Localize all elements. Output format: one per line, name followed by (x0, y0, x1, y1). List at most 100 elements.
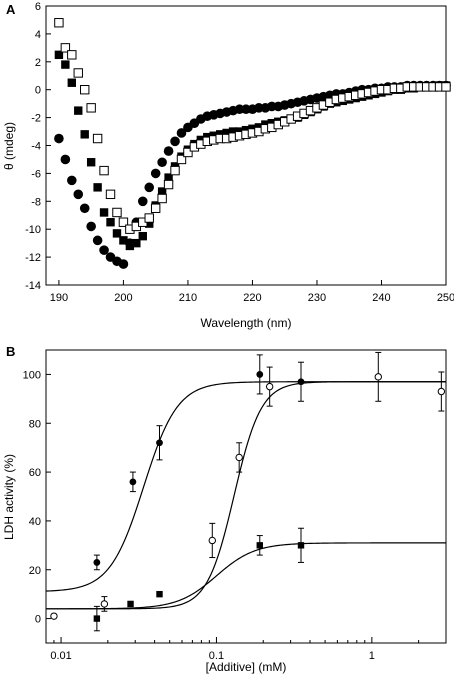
panel-a-point (92, 235, 103, 246)
panel-b-y-tick-label: 40 (29, 516, 41, 528)
panel-b-point (235, 453, 243, 462)
panel-b-x-tick-label: 0.1 (209, 650, 224, 662)
panel-a-point (112, 207, 122, 218)
panel-a-point (67, 78, 77, 87)
panel-a-y-tick-label: -8 (31, 196, 41, 208)
panel-a-data-points (54, 18, 451, 269)
panel-b-point (437, 387, 446, 396)
panel-b-point (256, 542, 263, 549)
panel-a-point (86, 158, 96, 167)
panel-b-point (156, 590, 163, 598)
panel-b-data-points (50, 351, 446, 632)
panel-a-point (157, 193, 167, 204)
panel-b-fit-curve-filled-circle (45, 381, 446, 592)
panel-b-x-tick-label: 1 (369, 650, 375, 662)
panel-a-point (228, 127, 238, 136)
panel-a-y-tick-label: -6 (31, 168, 41, 180)
panel-b-y-tick-label: 80 (29, 418, 41, 430)
panel-b-point (297, 542, 305, 549)
panel-b-series-filled-circle (93, 354, 305, 571)
panel-b-y-tick-label: 20 (29, 565, 41, 577)
panel-b-series-filled-square (93, 527, 305, 632)
panel-a-x-tick-label: 220 (243, 292, 261, 304)
panel-a-y-tick-label: -2 (31, 113, 41, 125)
panel-a-point (441, 82, 451, 92)
panel-a-point (144, 182, 155, 193)
panel-b-point (100, 600, 109, 608)
panel-a-point (106, 218, 115, 227)
panel-a-point (73, 68, 83, 78)
panel-a-point (163, 146, 174, 156)
panel-b-point (93, 559, 101, 566)
panel-a-point (61, 60, 70, 69)
panel-b-y-axis-label: LDH activity (%) (2, 454, 16, 540)
panel-a-point (163, 179, 174, 190)
panel-a-point (54, 18, 64, 28)
panel-a-x-tick-label: 200 (114, 292, 132, 304)
panel-a-y-axis-label: θ (mdeg) (2, 122, 16, 170)
panel-a-point (137, 196, 148, 207)
panel-a-point (118, 259, 129, 269)
panel-a-point (93, 183, 102, 192)
panel-b-y-tick-label: 60 (29, 467, 41, 479)
panel-a-point (125, 241, 135, 251)
panel-b-point (265, 382, 274, 391)
panel-b-point (156, 439, 163, 447)
panel-a-y-tick-label: -12 (25, 252, 41, 264)
panel-a-y-tick-label: -4 (31, 141, 41, 153)
panel-b-fit-curve-open-circle (46, 381, 446, 610)
panel-a-point (60, 154, 71, 165)
panel-a-x-tick-label: 210 (179, 292, 197, 304)
panel-b-x-tick-label: 0.01 (50, 650, 71, 662)
panel-b-x-axis: 0.01 0.1 1 (45, 637, 447, 662)
panel-b-plot-frame (45, 349, 447, 644)
panel-a-point (105, 189, 116, 200)
panel-a-point (164, 173, 173, 182)
panel-b-point (50, 612, 58, 620)
panel-a-point (80, 85, 90, 95)
panel-a-y-tick-label: -14 (25, 280, 41, 292)
panel-b-point (374, 373, 382, 381)
panel-a-point (170, 165, 180, 176)
panel-a-point (144, 213, 154, 223)
panel-a-x-axis: 190 200 210 220 230 240 250 (50, 280, 454, 304)
panel-a-x-tick-label: 250 (437, 292, 454, 304)
panel-a-point (60, 43, 71, 53)
panel-a-series-filled-circle (54, 80, 451, 269)
panel-a-x-tick-label: 190 (50, 292, 68, 304)
panel-a-point (170, 136, 180, 147)
panel-b-y-tick-label: 100 (23, 369, 41, 381)
panel-a-point (80, 130, 89, 139)
panel-a-point (176, 154, 187, 165)
panel-a-y-axis: -14 -12 -10 -8 -6 -4 -2 0 2 4 6 (25, 1, 51, 292)
panel-a: A -14 -12 -10 -8 -6 -4 -2 0 2 4 6 190 200 210 220 230 2… (2, 1, 454, 330)
panel-a-series-open-square (54, 18, 451, 234)
panel-b-point (297, 378, 305, 386)
panel-a-series-filled-square (54, 50, 451, 251)
panel-b-point (127, 600, 134, 608)
panel-a-y-tick-label: -10 (25, 224, 41, 236)
panel-a-point (54, 133, 64, 144)
panel-b-point (93, 615, 101, 622)
panel-a-point (183, 147, 193, 158)
panel-a-point (145, 219, 154, 228)
panel-a-y-tick-label: 6 (35, 1, 41, 13)
panel-b-point (208, 536, 216, 545)
panel-b-point (256, 371, 264, 378)
panel-a-y-tick-label: 2 (35, 57, 41, 69)
panel-a-y-tick-label: 4 (35, 29, 41, 41)
panel-b-y-axis: 0 20 40 60 80 100 (23, 369, 51, 626)
panel-a-point (119, 236, 128, 245)
panel-a-point (138, 231, 147, 241)
panel-a-point (99, 208, 109, 217)
panel-a-point (79, 203, 90, 214)
panel-a-point (157, 157, 167, 168)
panel-a-x-tick-label: 230 (308, 292, 326, 304)
panel-a-x-tick-label: 240 (372, 292, 390, 304)
panel-a-point (150, 168, 161, 179)
panel-a-point (157, 187, 167, 196)
panel-a-point (86, 221, 96, 232)
panel-b-x-axis-label: [Additive] (mM) (206, 660, 287, 674)
panel-a-point (74, 106, 83, 115)
